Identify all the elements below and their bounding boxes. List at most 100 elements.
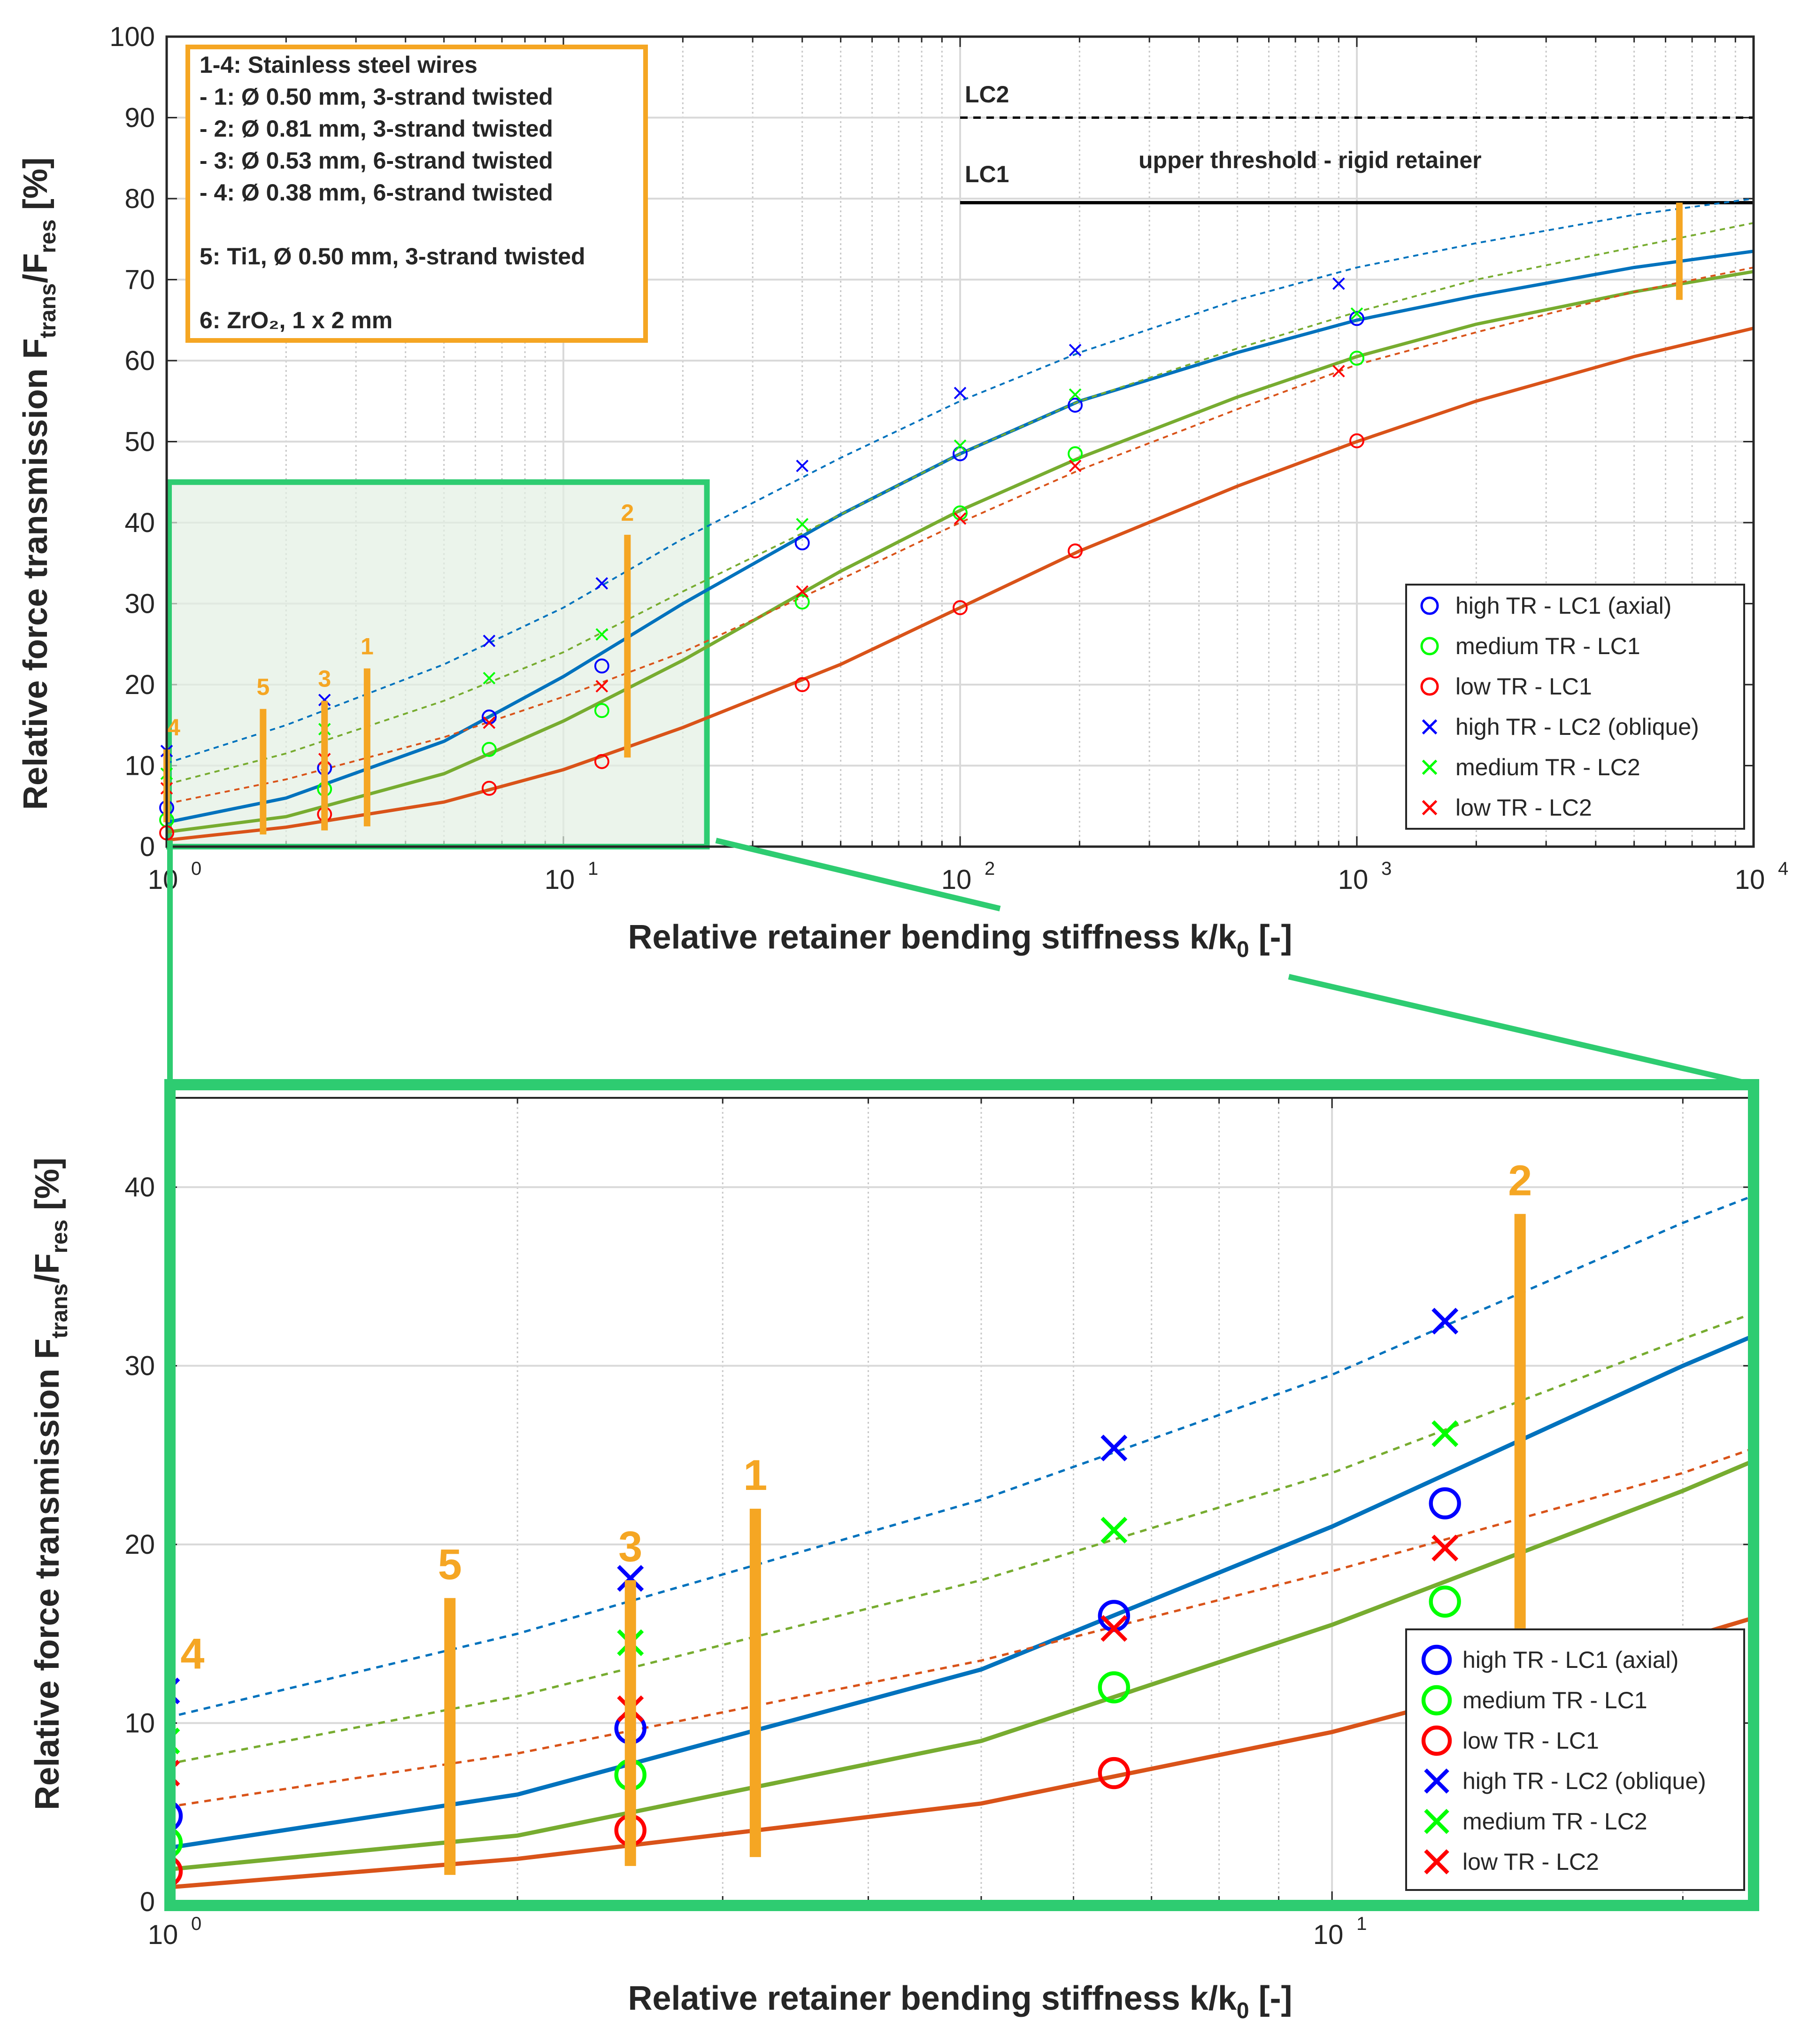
threshold-text: upper threshold - rigid retainer: [1139, 147, 1482, 173]
x-tick-label: 10: [941, 864, 972, 895]
legend-marker-x: [1424, 1768, 1449, 1794]
y-tick-label: 70: [124, 265, 155, 295]
data-point-circle: [167, 1855, 183, 1888]
y-tick-label: 30: [124, 589, 155, 619]
wire-bar-label: 4: [180, 1630, 204, 1678]
x-tick-exponent: 1: [588, 858, 598, 879]
top-y-axis-label: Relative force transmission Ftrans/Fres …: [17, 157, 61, 810]
bottom-x-axis-label: Relative retainer bending stiffness k/k0…: [628, 1980, 1292, 2023]
wire-bar-label: 3: [618, 1523, 642, 1571]
legend-marker-circle: [1421, 1644, 1452, 1675]
top-xlabel-sub: 0: [1237, 937, 1249, 962]
data-point-circle: [1349, 311, 1364, 326]
legend-label: high TR - LC1 (axial): [1462, 1647, 1678, 1673]
y-tick-label: 40: [124, 1172, 155, 1203]
legend-marker-circle: [1420, 637, 1439, 656]
legend-label: medium TR - LC2: [1462, 1808, 1647, 1835]
wire-bar-label: 4: [167, 714, 180, 740]
data-point-x: [318, 694, 331, 707]
x-tick-exponent: 0: [191, 858, 201, 879]
top-ylabel-sub2: res: [36, 219, 61, 253]
fit-curve: [167, 270, 1754, 834]
y-tick-label: 0: [140, 1887, 155, 1917]
legend-marker-x: [1424, 1849, 1449, 1874]
data-point-x: [595, 577, 608, 590]
top-ylabel-unit: [%]: [17, 157, 54, 219]
info-line: 5: Ti1, Ø 0.50 mm, 3-strand twisted: [200, 243, 585, 270]
wire-bar-label: 1: [743, 1451, 767, 1499]
x-tick-exponent: 0: [191, 1913, 201, 1934]
data-point-x: [595, 680, 608, 693]
legend-label: medium TR - LC2: [1455, 754, 1640, 780]
data-point-x: [796, 585, 809, 598]
data-point-x: [483, 671, 496, 685]
legend-marker-circle: [1420, 677, 1439, 696]
data-point-circle: [794, 677, 810, 692]
fit-curve: [167, 222, 1754, 786]
legend-label: high TR - LC2 (oblique): [1455, 714, 1699, 740]
data-point-circle: [1098, 1671, 1130, 1704]
bottom-xlabel-main: Relative retainer bending stiffness k/k: [628, 1980, 1237, 2017]
y-tick-label: 30: [124, 1351, 155, 1381]
wire-bar-label: 2: [1508, 1157, 1532, 1204]
legend-label: low TR - LC1: [1455, 673, 1592, 700]
data-point-x: [1069, 459, 1082, 472]
data-point-x: [617, 1565, 644, 1592]
bottom-ylabel-sub1: trans: [47, 1283, 72, 1338]
x-tick-label: 10: [148, 1920, 178, 1950]
data-point-x: [954, 439, 967, 452]
data-point-circle: [1429, 1585, 1461, 1618]
bottom-ylabel-mid: /F: [29, 1253, 66, 1283]
legend-marker-x: [1422, 800, 1438, 816]
fit-curve: [167, 1333, 1754, 1851]
y-tick-label: 0: [140, 832, 155, 862]
data-point-circle: [1349, 433, 1364, 448]
zoom-connectors: [167, 838, 1755, 1088]
data-point-x: [1069, 388, 1082, 401]
wire-bar-label: 1: [361, 633, 374, 660]
data-point-circle: [953, 446, 968, 462]
wire-info-box: 1-4: Stainless steel wires - 1: Ø 0.50 m…: [185, 45, 648, 343]
data-point-circle: [167, 1827, 183, 1859]
top-xlabel-unit: [-]: [1249, 918, 1293, 956]
lc2-threshold-label: LC2: [965, 81, 1009, 108]
x-tick-label: 10: [1735, 864, 1765, 895]
x-tick-label: 10: [1313, 1920, 1344, 1950]
legend-label: high TR - LC2 (oblique): [1462, 1768, 1706, 1794]
data-point-x: [1431, 1535, 1459, 1562]
legend-marker-x: [1422, 719, 1438, 735]
y-tick-label: 10: [124, 1708, 155, 1739]
wire-bar-label: 5: [438, 1541, 462, 1589]
data-point-x: [483, 634, 496, 648]
x-tick-label: 10: [148, 864, 178, 895]
fit-curve: [167, 1615, 1754, 1890]
top-fit-curves: [167, 198, 1754, 842]
x-tick-exponent: 3: [1381, 858, 1392, 879]
top-xlabel-main: Relative retainer bending stiffness k/k: [628, 918, 1237, 956]
top-ylabel-sub1: trans: [36, 283, 61, 338]
legend-label: medium TR - LC1: [1455, 633, 1640, 659]
data-point-x: [595, 628, 608, 641]
data-point-x: [1431, 1308, 1459, 1335]
legend-marker-circle: [1421, 1685, 1452, 1716]
data-point-x: [1332, 277, 1345, 290]
legend-label: low TR - LC2: [1455, 794, 1592, 821]
data-point-circle: [481, 742, 497, 757]
y-tick-label: 60: [124, 346, 155, 376]
top-ylabel-main: Relative force transmission F: [17, 339, 54, 810]
data-point-x: [1431, 1420, 1459, 1447]
legend-label: low TR - LC2: [1462, 1849, 1599, 1875]
data-point-x: [796, 518, 809, 531]
data-point-x: [483, 716, 496, 729]
bottom-legend: high TR - LC1 (axial) medium TR - LC1 low …: [1405, 1628, 1745, 1891]
fit-curve: [167, 1447, 1754, 1808]
fit-curve: [167, 326, 1754, 842]
info-line: - 3: Ø 0.53 mm, 6-strand twisted: [200, 147, 553, 174]
bottom-zoom-frame: [164, 1079, 1759, 1911]
data-point-circle: [594, 703, 609, 718]
data-point-x: [1332, 365, 1345, 378]
data-point-circle: [1068, 397, 1083, 413]
fit-curve: [167, 1194, 1754, 1719]
data-point-circle: [594, 754, 609, 769]
